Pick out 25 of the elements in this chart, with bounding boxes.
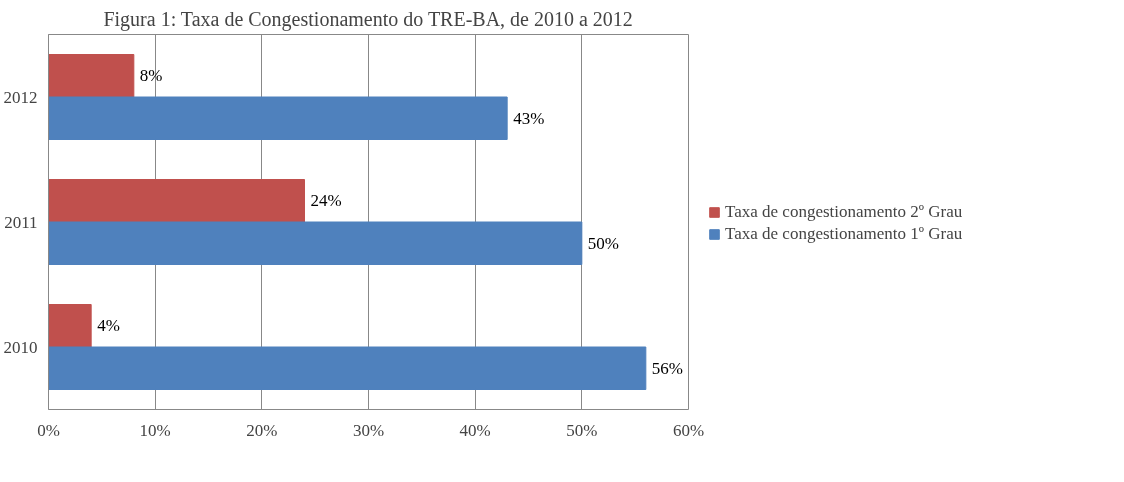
x-tick-label: 10%: [139, 420, 171, 440]
bar: [48, 54, 135, 98]
bar: [48, 346, 647, 390]
data-label: 8%: [139, 66, 163, 86]
bar: [48, 221, 583, 265]
y-tick-label: 2010: [3, 337, 38, 357]
bar: [48, 304, 92, 348]
data-label: 24%: [310, 191, 342, 211]
x-tick-label: 0%: [37, 420, 60, 440]
legend-label: Taxa de congestionamento 1º Grau: [725, 224, 963, 244]
x-tick-label: 20%: [246, 420, 278, 440]
x-tick-label: 40%: [459, 420, 491, 440]
bar: [48, 179, 305, 223]
data-label: 50%: [587, 233, 620, 253]
x-tick-label: 30%: [352, 420, 385, 440]
data-label: 43%: [513, 108, 545, 128]
x-tick-label: 50%: [566, 420, 598, 440]
y-tick-label: 2012: [3, 87, 38, 107]
x-tick-label: 60%: [672, 420, 705, 440]
legend-label: Taxa de congestionamento 2º Grau: [725, 202, 963, 222]
data-label: 4%: [97, 316, 120, 336]
data-label: 56%: [651, 358, 684, 378]
y-tick-label: 2011: [4, 212, 38, 232]
bar: [48, 96, 508, 140]
chart-title: Figura 1: Taxa de Congestionamento do TRE-BA, de 2010 a 2012: [103, 7, 633, 31]
